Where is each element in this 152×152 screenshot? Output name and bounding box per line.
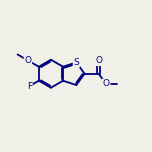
Text: F: F <box>27 82 32 91</box>
Text: O: O <box>24 56 31 65</box>
Text: O: O <box>103 79 110 88</box>
Text: S: S <box>73 58 79 67</box>
Text: O: O <box>95 56 102 65</box>
